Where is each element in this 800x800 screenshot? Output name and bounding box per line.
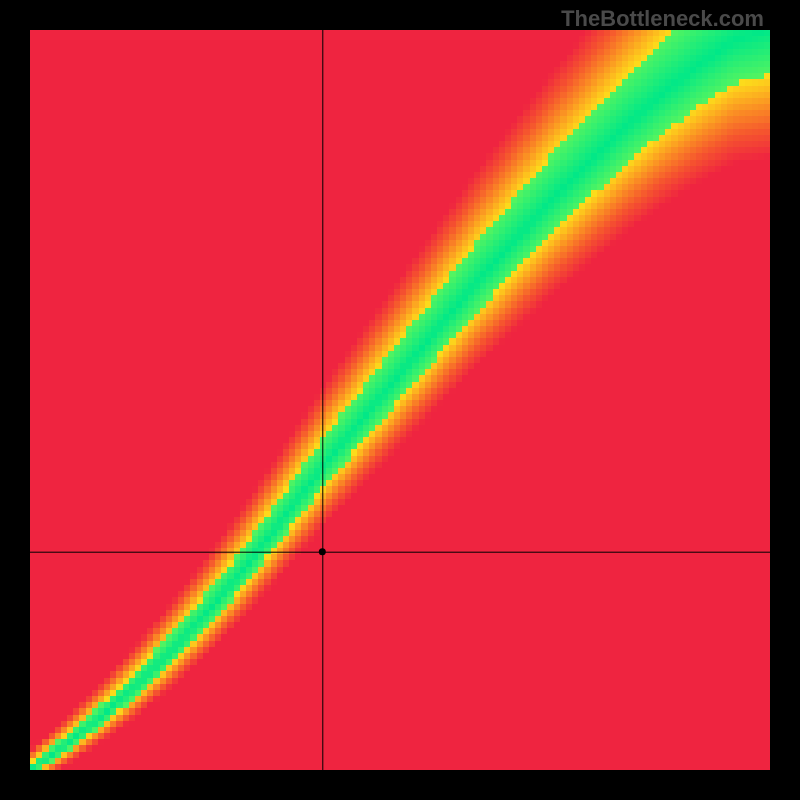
bottleneck-heatmap [0, 0, 800, 800]
chart-container: TheBottleneck.com [0, 0, 800, 800]
watermark-text: TheBottleneck.com [561, 6, 764, 32]
